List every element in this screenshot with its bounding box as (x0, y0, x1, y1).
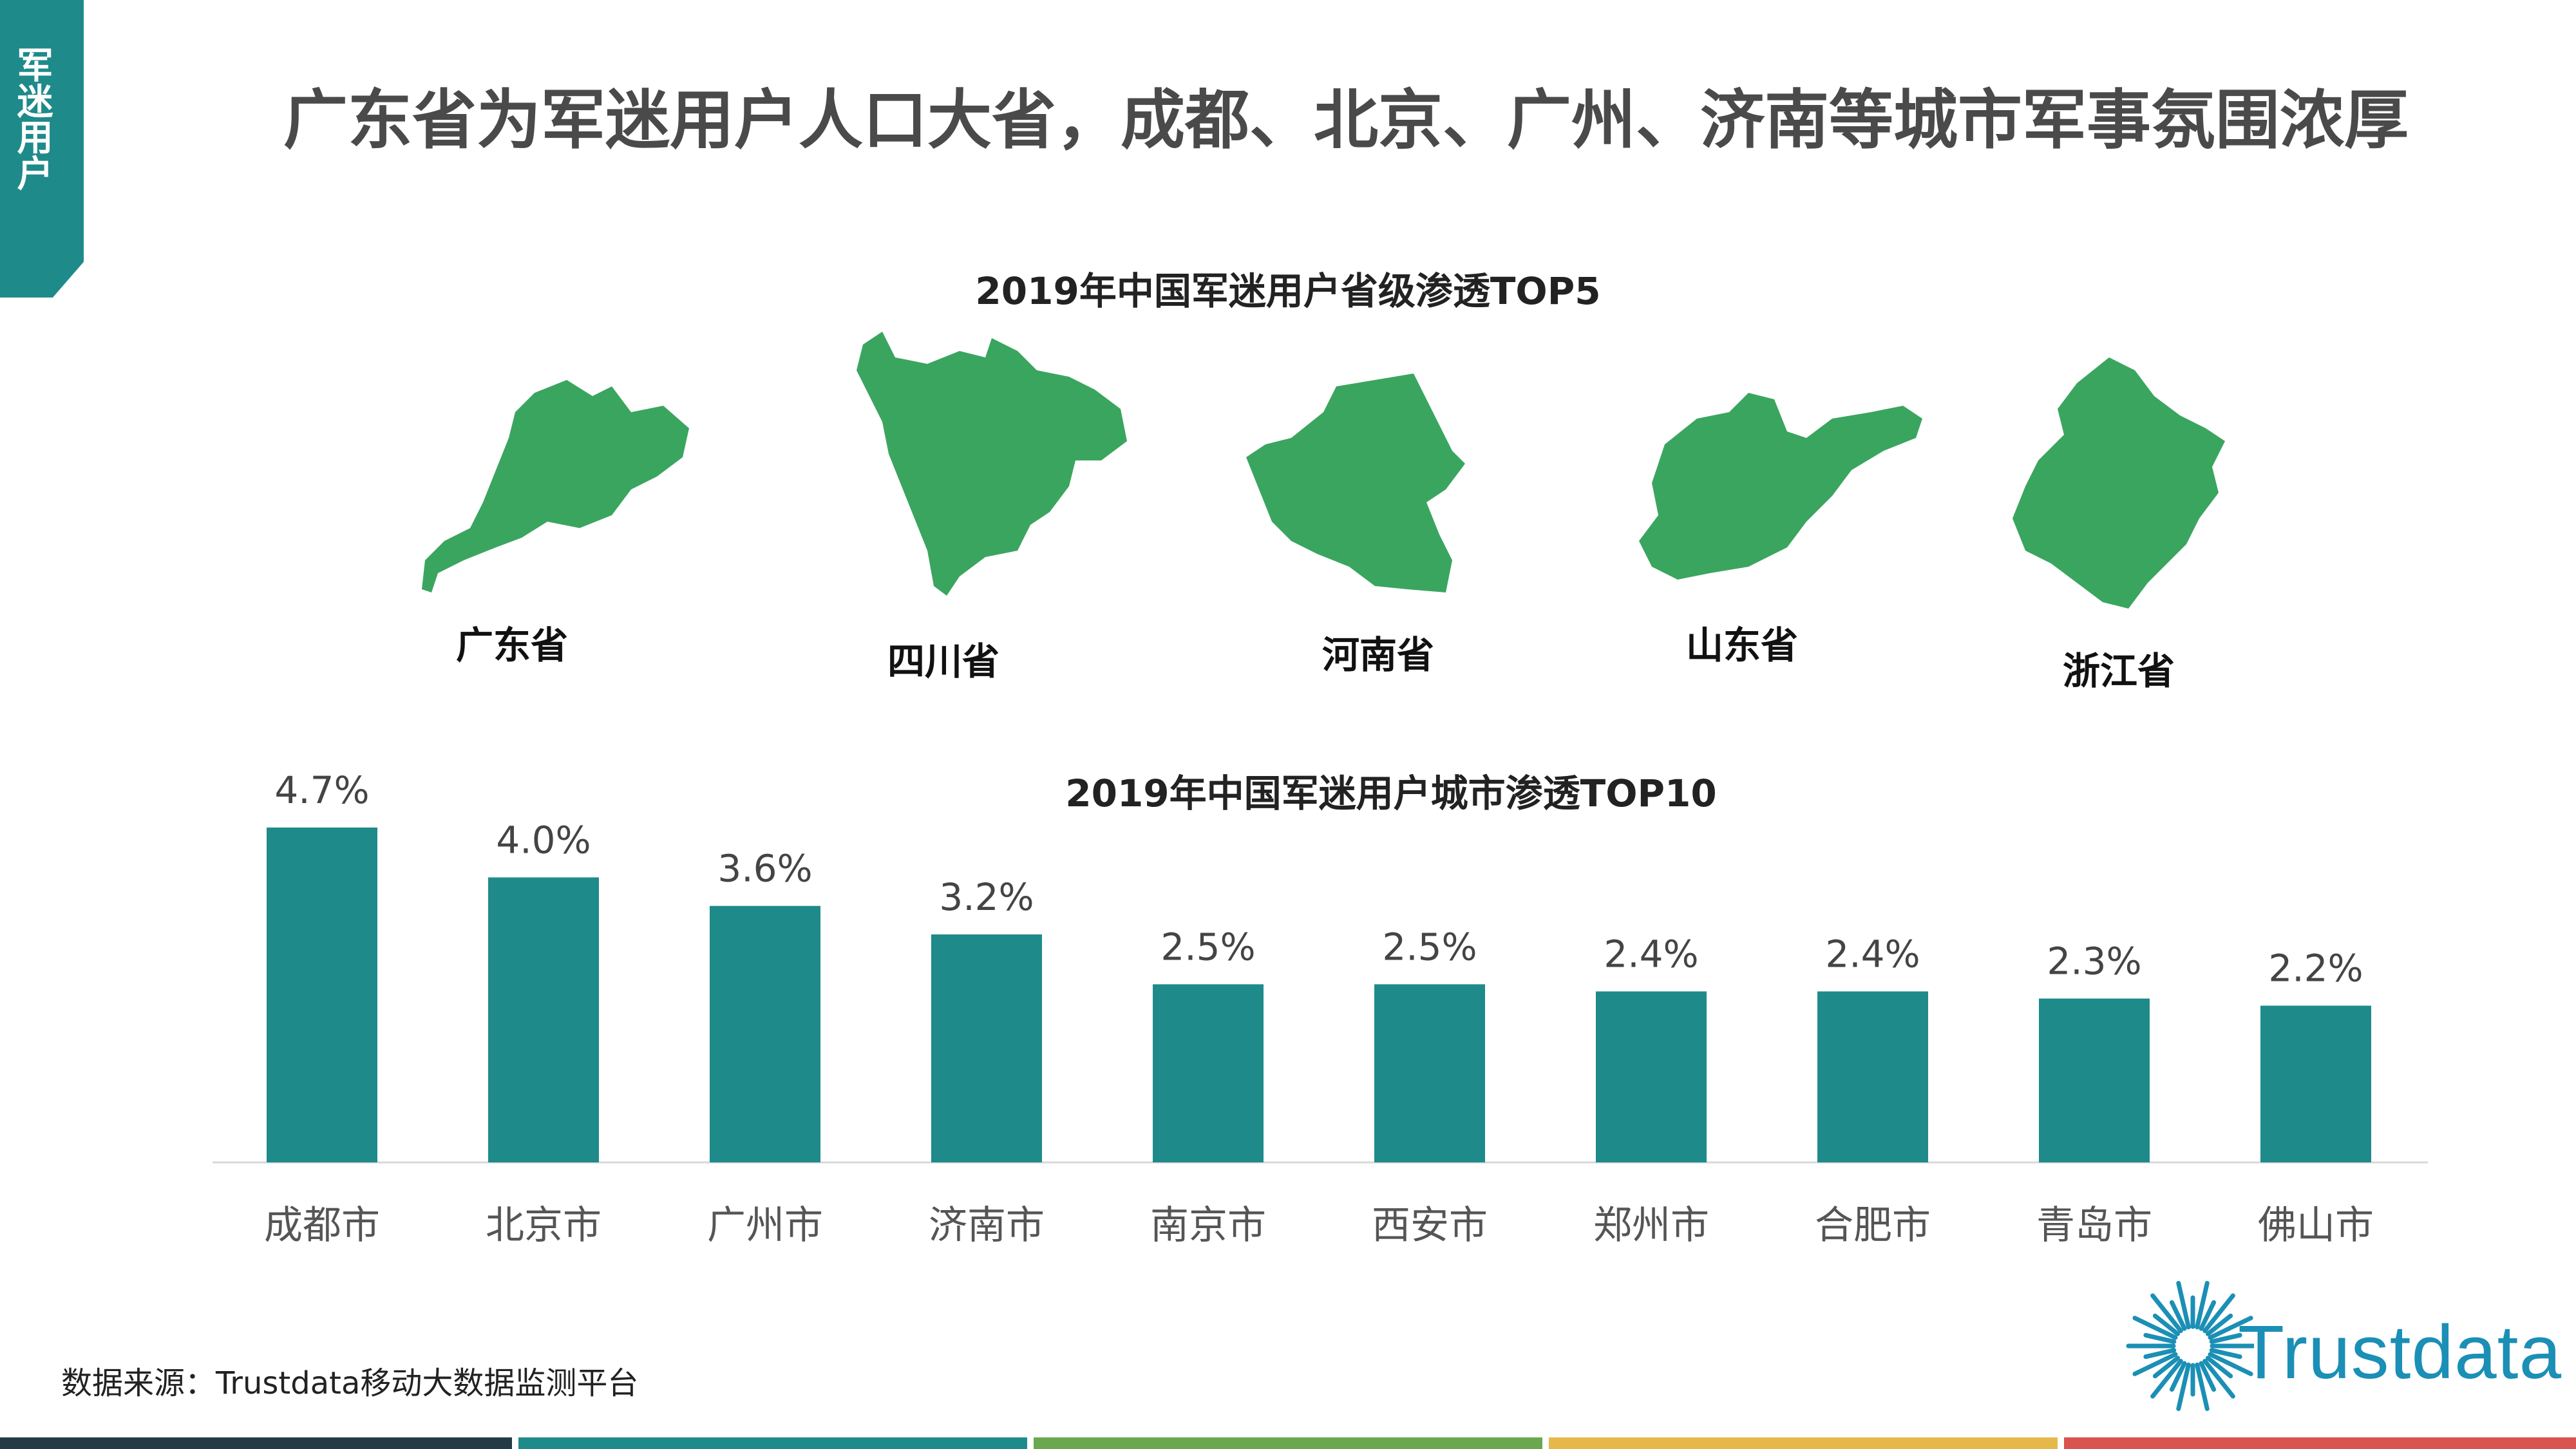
logo-ray (2143, 1348, 2177, 1359)
henan-map (1246, 374, 1472, 596)
guangdong-map (419, 367, 702, 599)
logo-ray (2150, 1293, 2183, 1334)
bar-8 (1817, 991, 1928, 1162)
data-source: 数据来源：Trustdata移动大数据监测平台 (61, 1365, 639, 1401)
bar-value-label-4: 3.2% (939, 875, 1034, 919)
logo-ray (2202, 1293, 2235, 1334)
section-tab-label: 军迷用户 (11, 46, 53, 191)
province-name-2: 四川省 (887, 639, 999, 683)
province-name-1: 广东省 (455, 623, 568, 667)
province-name-3: 河南省 (1321, 633, 1434, 677)
province-name-5: 浙江省 (2062, 649, 2175, 693)
category-label-2: 北京市 (486, 1203, 601, 1248)
logo-ray (2208, 1316, 2253, 1340)
bar-value-label-2: 4.0% (496, 818, 591, 862)
bar-value-label-9: 2.3% (2047, 940, 2141, 983)
logo-ray (2195, 1281, 2210, 1330)
logo-ray (2152, 1356, 2181, 1379)
logo-ray (2195, 1362, 2210, 1411)
province-section-title: 2019年中国军迷用户省级渗透TOP5 (975, 269, 1601, 313)
category-label-9: 青岛市 (2036, 1203, 2152, 1248)
logo-ray (2143, 1332, 2177, 1344)
footer-bar-1 (0, 1437, 512, 1449)
bar-value-label-7: 2.4% (1604, 932, 1698, 976)
category-label-8: 合肥市 (1815, 1203, 1931, 1248)
bar-6 (1374, 984, 1485, 1162)
logo-ray (2199, 1300, 2217, 1331)
footer-bar-5 (2064, 1437, 2576, 1449)
province-name-4: 山东省 (1685, 623, 1798, 667)
bar-value-label-3: 3.6% (717, 847, 812, 891)
footer-bar-2 (518, 1437, 1027, 1449)
bar-9 (2039, 998, 2150, 1162)
shandong-map (1639, 393, 1929, 586)
logo-ray (2208, 1352, 2253, 1376)
bar-value-label-1: 4.7% (274, 768, 369, 812)
bar-value-label-6: 2.5% (1382, 925, 1477, 969)
bar-5 (1153, 984, 1264, 1162)
logo-ray (2199, 1361, 2217, 1392)
logo-burst-icon (2126, 1281, 2254, 1411)
logo-ray (2132, 1316, 2178, 1340)
page-title: 广东省为军迷用户人口大省，成都、北京、广州、济南等城市军事氛围浓厚 (283, 82, 2409, 158)
logo-ray (2176, 1281, 2191, 1330)
bar-4 (931, 934, 1042, 1162)
bar-10 (2260, 1005, 2371, 1162)
category-label-4: 济南市 (929, 1203, 1045, 1248)
logo-ray (2169, 1361, 2187, 1392)
logo-ray (2169, 1300, 2187, 1331)
logo-text: Trustdata (2238, 1310, 2562, 1395)
category-label-6: 西安市 (1372, 1203, 1488, 1248)
category-label-1: 成都市 (264, 1203, 380, 1248)
footer-bar-4 (1549, 1437, 2058, 1449)
logo-ray (2176, 1362, 2191, 1411)
bar-2 (488, 877, 599, 1162)
category-label-7: 郑州市 (1593, 1203, 1709, 1248)
section-tab: 军迷用户 (0, 0, 84, 298)
trustdata-logo: Trustdata (2125, 1275, 2563, 1417)
logo-ray (2202, 1358, 2235, 1399)
category-label-10: 佛山市 (2258, 1203, 2374, 1248)
logo-ray (2209, 1332, 2242, 1344)
logo-ray (2205, 1356, 2233, 1379)
category-label-5: 南京市 (1150, 1203, 1266, 1248)
bar-value-label-10: 2.2% (2268, 947, 2363, 990)
chart-title: 2019年中国军迷用户城市渗透TOP10 (1065, 772, 1717, 815)
city-bar-chart: 4.7% 成都市 4.0% 北京市 3.6% 广州市 3.2% 济南市 2.5% 南京市 2.5% 西… (213, 768, 2428, 1248)
zhejiang-map (2012, 357, 2231, 609)
logo-ray (2205, 1313, 2233, 1336)
sichuan-map (857, 332, 1133, 602)
bar-value-label-5: 2.5% (1160, 925, 1255, 969)
footer-bar-3 (1034, 1437, 1542, 1449)
category-label-3: 广州市 (707, 1203, 823, 1248)
bar-7 (1596, 991, 1707, 1162)
bar-1 (267, 828, 377, 1162)
footer-color-strip (0, 1437, 2576, 1449)
logo-ray (2209, 1348, 2242, 1359)
bar-3 (710, 905, 820, 1162)
logo-ray (2132, 1352, 2178, 1376)
logo-ray (2152, 1313, 2181, 1336)
logo-ray (2150, 1358, 2183, 1399)
bar-value-label-8: 2.4% (1825, 932, 1920, 976)
